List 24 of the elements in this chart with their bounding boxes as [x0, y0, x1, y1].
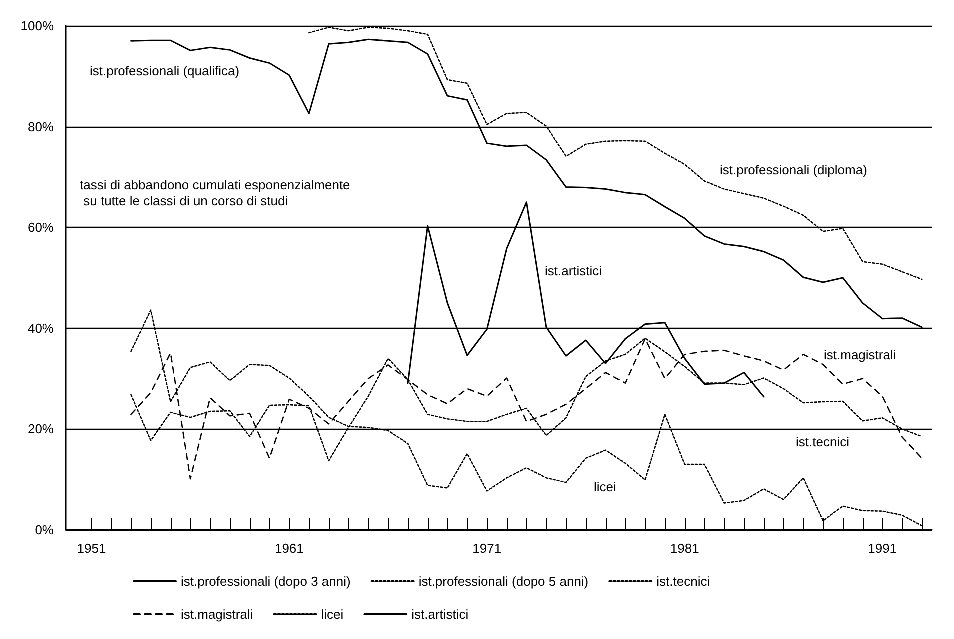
x-tick-label: 1951: [77, 541, 106, 556]
x-tick-label: 1961: [274, 541, 304, 556]
annotation: ist.professionali (diploma): [720, 162, 868, 178]
y-tick-label: 20%: [28, 422, 54, 437]
x-tick-label: 1991: [868, 541, 898, 556]
annotation: ist.tecnici: [796, 434, 850, 450]
y-tick-label: 60%: [28, 220, 54, 236]
annotation: ist.magistrali: [824, 348, 896, 362]
legend-label: ist.professionali (dopo 3 anni): [181, 574, 351, 589]
annotation: ist.professionali (qualifica): [90, 64, 240, 78]
legend-label: ist.tecnici: [656, 574, 710, 589]
x-tick-label: 1971: [472, 541, 502, 556]
y-tick-label: 80%: [28, 119, 54, 134]
legend-label: ist.magistrali: [181, 607, 254, 622]
legend-label: ist.artistici: [412, 607, 469, 622]
annotation: ist.artistici: [545, 264, 602, 278]
annotation: licei: [594, 480, 617, 494]
y-tick-label: 100%: [20, 18, 54, 34]
legend-label: licei: [321, 607, 344, 622]
y-tick-label: 40%: [28, 320, 54, 336]
legend-label: ist.professionali (dopo 5 anni): [418, 574, 589, 589]
annotation: tassi di abbandono cumulati esponenzialmente su tutte le classi di un corso di studi: [80, 178, 350, 208]
y-tick-label: 0%: [35, 522, 54, 538]
x-tick-label: 1981: [670, 541, 700, 556]
